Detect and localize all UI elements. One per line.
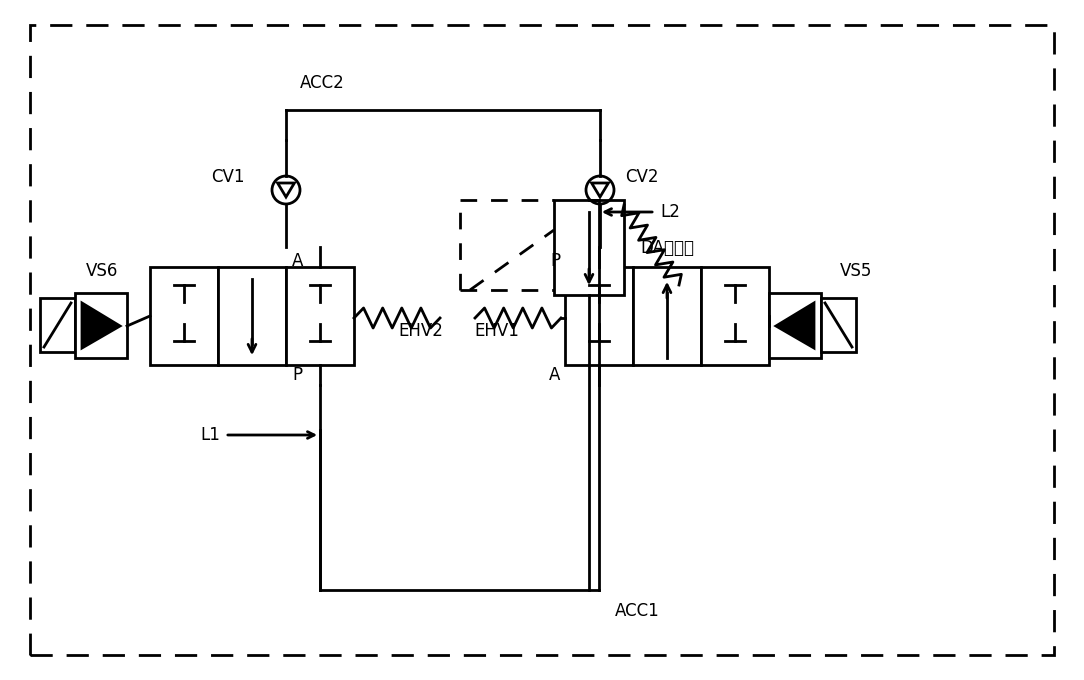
Text: CV2: CV2 [625,168,658,186]
Text: L2: L2 [660,203,680,221]
Text: A: A [549,366,560,384]
Text: EHV2: EHV2 [398,322,443,340]
Text: CV1: CV1 [211,168,245,186]
Bar [75,293,127,358]
Text: ACC2: ACC2 [300,74,345,92]
Bar [821,298,856,352]
Bar [150,267,218,365]
Text: DA控制阀: DA控制阀 [640,239,694,257]
Text: L1: L1 [201,426,220,444]
Bar [701,267,769,365]
Bar [286,267,354,365]
Text: A: A [292,252,304,270]
Bar [633,267,701,365]
Bar [565,267,633,365]
Text: P: P [292,366,302,384]
Text: EHV1: EHV1 [474,322,519,340]
Text: P: P [550,252,560,270]
Bar [40,298,75,352]
Bar [218,267,286,365]
Bar [554,200,624,295]
Text: ACC1: ACC1 [615,602,660,620]
Text: VS5: VS5 [840,262,873,280]
Text: VS6: VS6 [86,262,118,280]
Bar [769,293,821,358]
Polygon shape [82,303,120,348]
Polygon shape [776,303,814,348]
